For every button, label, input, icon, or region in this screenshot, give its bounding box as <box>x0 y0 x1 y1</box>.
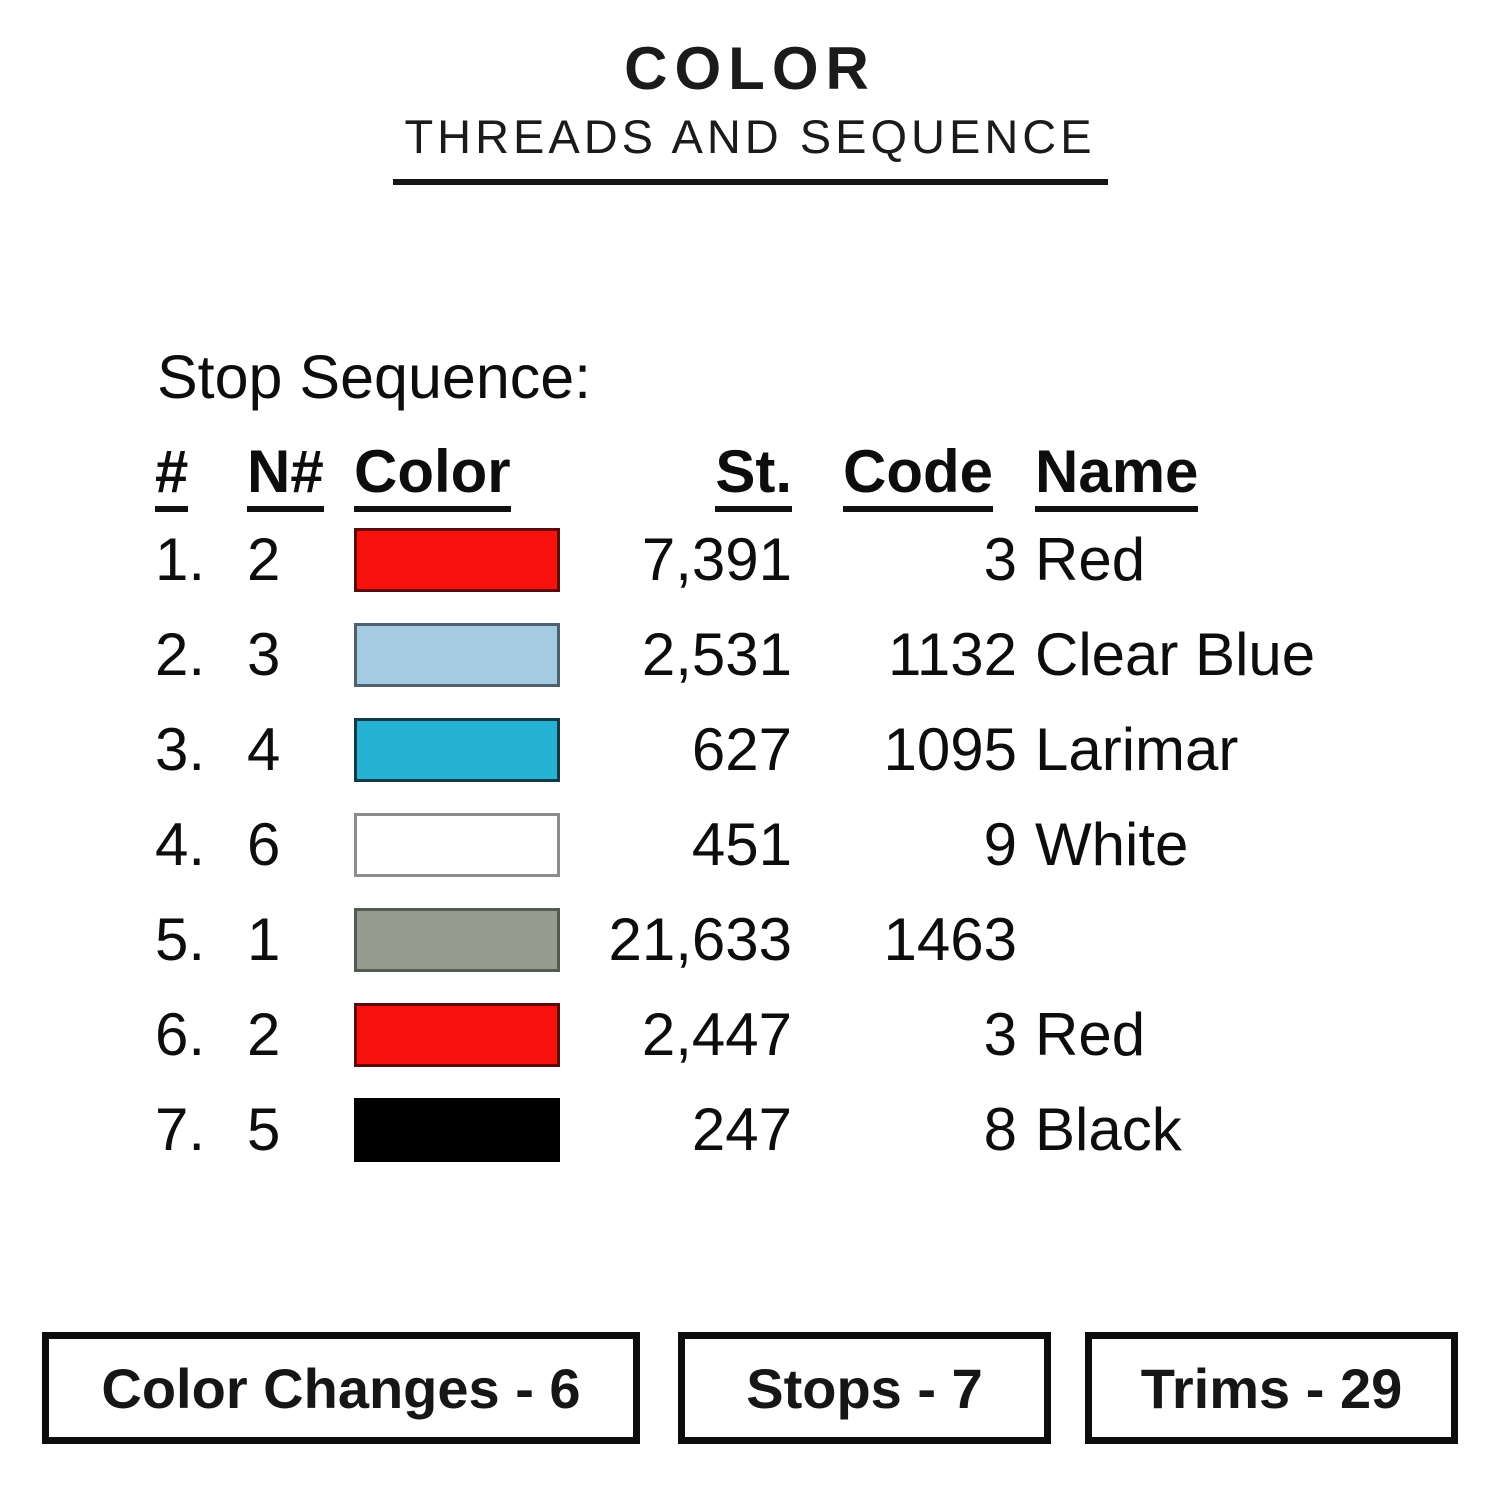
thread-name: Black <box>1035 1096 1182 1163</box>
page-subtitle: THREADS AND SEQUENCE <box>404 110 1096 163</box>
needle-number: 6 <box>247 811 281 878</box>
color-swatch <box>354 907 560 972</box>
stop-sequence-table: # N# Color St. Code Name 1. 2 7,391 3 Re… <box>155 432 1445 1177</box>
column-header-stitches: St. <box>560 437 792 512</box>
row-number: 2. <box>155 621 206 688</box>
stitch-count: 247 <box>691 1096 792 1163</box>
color-swatch <box>354 812 560 877</box>
color-swatch <box>354 1097 560 1162</box>
table-row: 2. 3 2,531 1132 Clear Blue <box>155 607 1445 702</box>
table-row: 1. 2 7,391 3 Red <box>155 512 1445 607</box>
stops-label: Stops - 7 <box>746 1356 983 1420</box>
page-header: COLOR THREADS AND SEQUENCE <box>0 34 1500 185</box>
stop-sequence-heading: Stop Sequence: <box>157 343 592 411</box>
color-changes-label: Color Changes - 6 <box>101 1356 581 1420</box>
column-header-needle: N# <box>247 437 354 512</box>
thread-code: 8 <box>983 1096 1017 1163</box>
title-underline-rule <box>392 178 1108 185</box>
table-row: 6. 2 2,447 3 Red <box>155 987 1445 1082</box>
row-number: 4. <box>155 811 206 878</box>
color-swatch <box>354 717 560 782</box>
stitch-count: 627 <box>691 716 792 783</box>
needle-number: 2 <box>247 1001 281 1068</box>
table-row: 5. 1 21,633 1463 <box>155 892 1445 987</box>
thread-name: Clear Blue <box>1035 621 1316 688</box>
stitch-count: 2,447 <box>641 1001 792 1068</box>
needle-number: 5 <box>247 1096 281 1163</box>
stitch-count: 2,531 <box>641 621 792 688</box>
thread-name: Red <box>1035 526 1146 593</box>
thread-code: 1095 <box>883 716 1017 783</box>
table-row: 7. 5 247 8 Black <box>155 1082 1445 1177</box>
table-row: 3. 4 627 1095 Larimar <box>155 702 1445 797</box>
row-number: 6. <box>155 1001 206 1068</box>
stitch-count: 7,391 <box>641 526 792 593</box>
page-title: COLOR <box>624 35 876 102</box>
row-number: 5. <box>155 906 206 973</box>
thread-code: 1132 <box>887 621 1017 688</box>
stitch-count: 451 <box>691 811 792 878</box>
thread-code: 3 <box>983 1001 1017 1068</box>
row-number: 7. <box>155 1096 206 1163</box>
row-number: 3. <box>155 716 206 783</box>
thread-name: White <box>1035 811 1189 878</box>
thread-name: Larimar <box>1035 716 1239 783</box>
stitch-count: 21,633 <box>608 906 792 973</box>
row-number: 1. <box>155 526 206 593</box>
table-row: 4. 6 451 9 White <box>155 797 1445 892</box>
thread-code: 1463 <box>883 906 1017 973</box>
column-header-color: Color <box>354 437 560 512</box>
needle-number: 3 <box>247 621 281 688</box>
column-header-name: Name <box>1017 437 1445 512</box>
trims-box: Trims - 29 <box>1085 1332 1458 1444</box>
color-swatch <box>354 622 560 687</box>
trims-label: Trims - 29 <box>1140 1356 1403 1420</box>
needle-number: 2 <box>247 526 281 593</box>
column-header-code: Code <box>792 437 1017 512</box>
table-header-row: # N# Color St. Code Name <box>155 432 1445 512</box>
needle-number: 4 <box>247 716 281 783</box>
column-header-number: # <box>155 437 247 512</box>
thread-code: 3 <box>983 526 1017 593</box>
color-swatch <box>354 1002 560 1067</box>
needle-number: 1 <box>247 906 281 973</box>
color-swatch <box>354 527 560 592</box>
thread-name: Red <box>1035 1001 1146 1068</box>
color-changes-box: Color Changes - 6 <box>42 1332 640 1444</box>
stops-box: Stops - 7 <box>678 1332 1051 1444</box>
thread-code: 9 <box>983 811 1017 878</box>
